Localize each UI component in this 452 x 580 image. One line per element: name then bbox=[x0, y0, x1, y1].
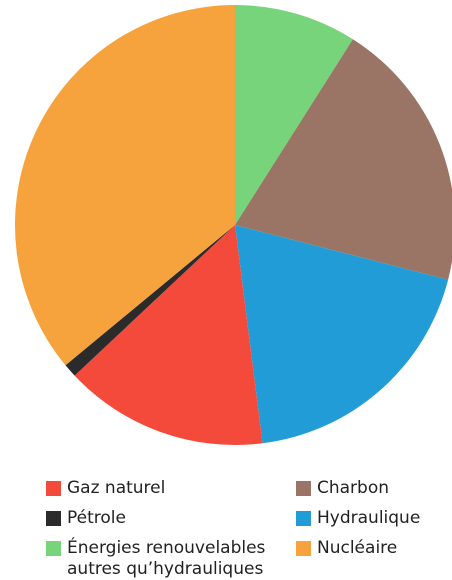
legend-item: Nucléaire bbox=[296, 538, 452, 559]
legend-label: Pétrole bbox=[67, 508, 126, 528]
legend-item: Hydraulique bbox=[296, 508, 452, 529]
legend-swatch bbox=[46, 541, 61, 556]
pie-slice bbox=[235, 225, 449, 444]
legend-swatch bbox=[46, 511, 61, 526]
legend-label: Nucléaire bbox=[317, 538, 398, 558]
pie-slice bbox=[14, 5, 236, 366]
legend-swatch bbox=[46, 481, 61, 496]
legend-swatch bbox=[296, 541, 311, 556]
legend-label: Charbon bbox=[317, 478, 390, 498]
pie-slice bbox=[235, 39, 452, 280]
legend-item: Pétrole bbox=[46, 508, 277, 529]
legend-item: Charbon bbox=[296, 478, 452, 499]
legend-swatch bbox=[296, 511, 311, 526]
legend-label: Gaz naturel bbox=[67, 478, 166, 498]
legend-item: Gaz naturel bbox=[46, 478, 277, 499]
pie-slice bbox=[235, 5, 353, 225]
pie-slice bbox=[65, 225, 235, 376]
legend-label: Énergies renouvelables autres qu’hydraul… bbox=[67, 538, 266, 579]
legend-label: Hydraulique bbox=[317, 508, 421, 528]
legend-item: Énergies renouvelables autres qu’hydraul… bbox=[46, 538, 277, 580]
pie-slice bbox=[74, 225, 263, 445]
legend-swatch bbox=[296, 481, 311, 496]
